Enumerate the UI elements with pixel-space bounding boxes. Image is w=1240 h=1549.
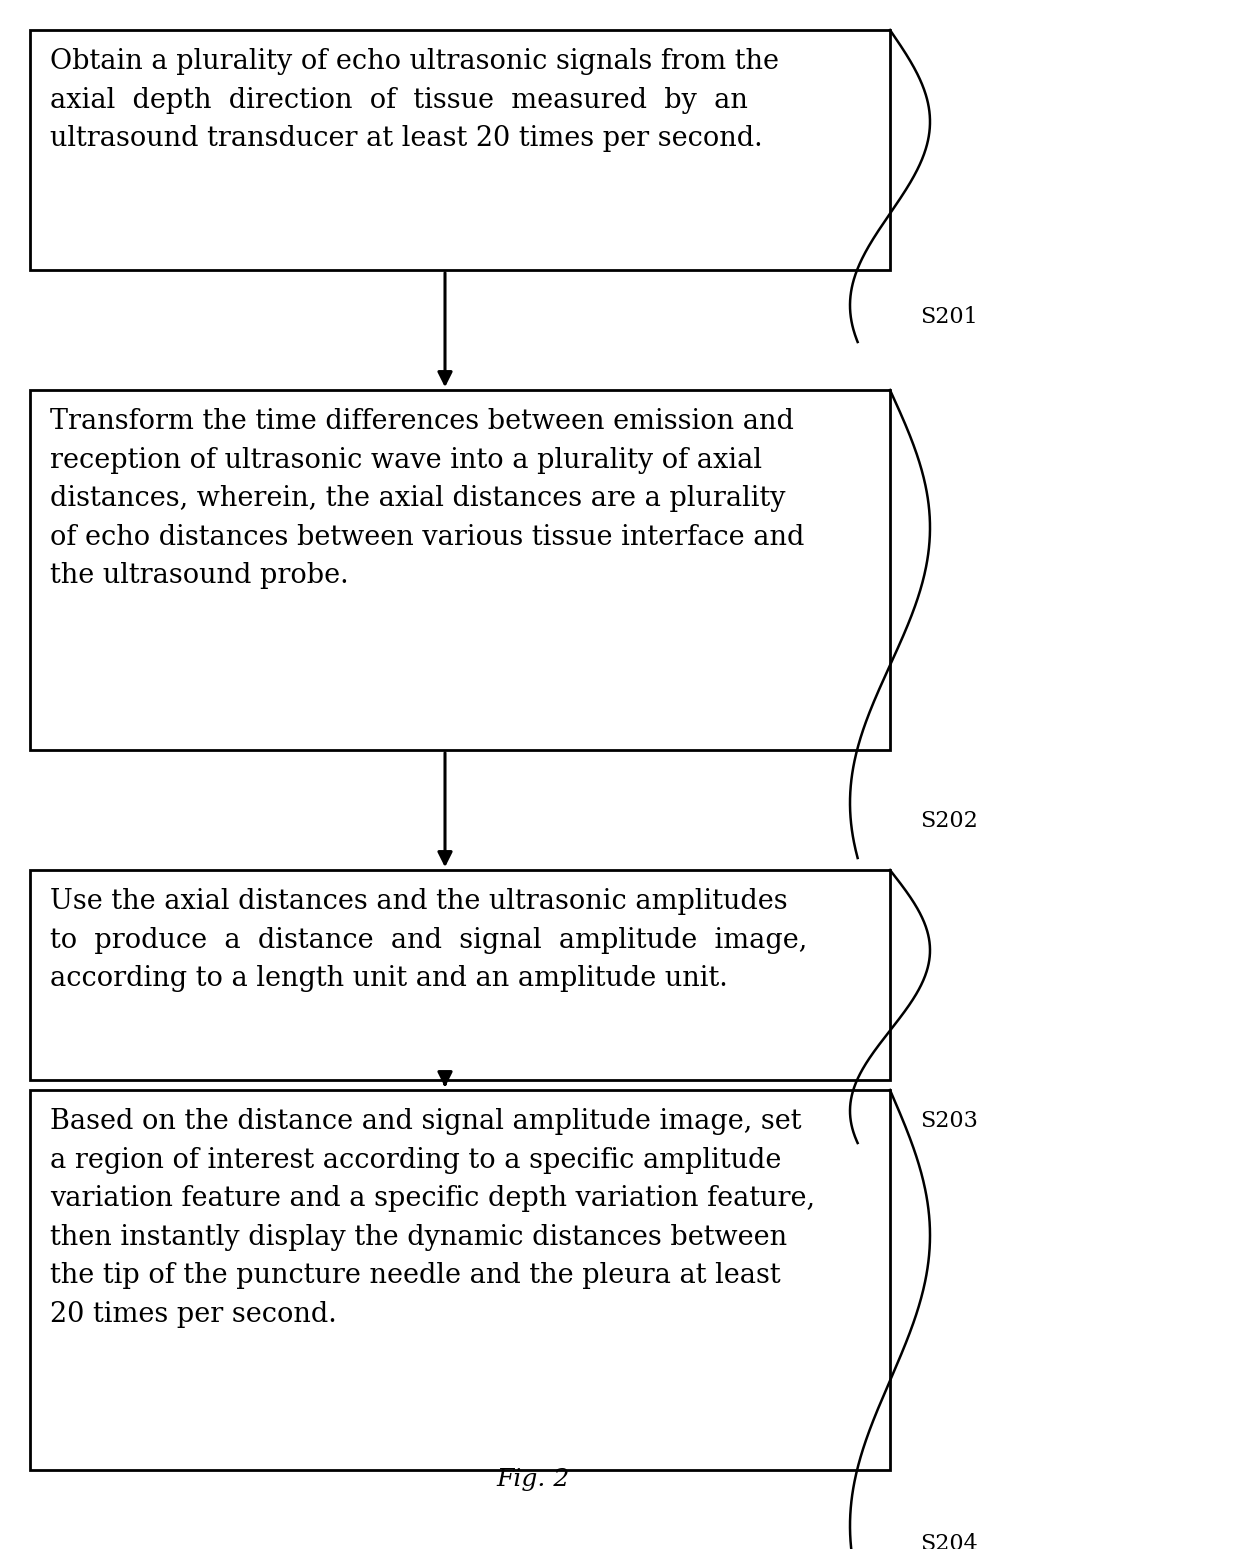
Bar [30,29,890,270]
Text: Obtain a plurality of echo ultrasonic signals from the
axial  depth  direction  : Obtain a plurality of echo ultrasonic si… [50,48,779,152]
Text: Transform the time differences between emission and
reception of ultrasonic wave: Transform the time differences between e… [50,407,805,589]
Text: Fig. 2: Fig. 2 [496,1468,570,1490]
Bar [30,1090,890,1470]
Text: S202: S202 [920,810,978,832]
Text: S201: S201 [920,307,978,328]
Text: S204: S204 [920,1534,978,1549]
Text: Use the axial distances and the ultrasonic amplitudes
to  produce  a  distance  : Use the axial distances and the ultrason… [50,888,807,991]
Bar [30,871,890,1080]
Text: Based on the distance and signal amplitude image, set
a region of interest accor: Based on the distance and signal amplitu… [50,1108,815,1327]
Bar [30,390,890,750]
Text: S203: S203 [920,1111,978,1132]
